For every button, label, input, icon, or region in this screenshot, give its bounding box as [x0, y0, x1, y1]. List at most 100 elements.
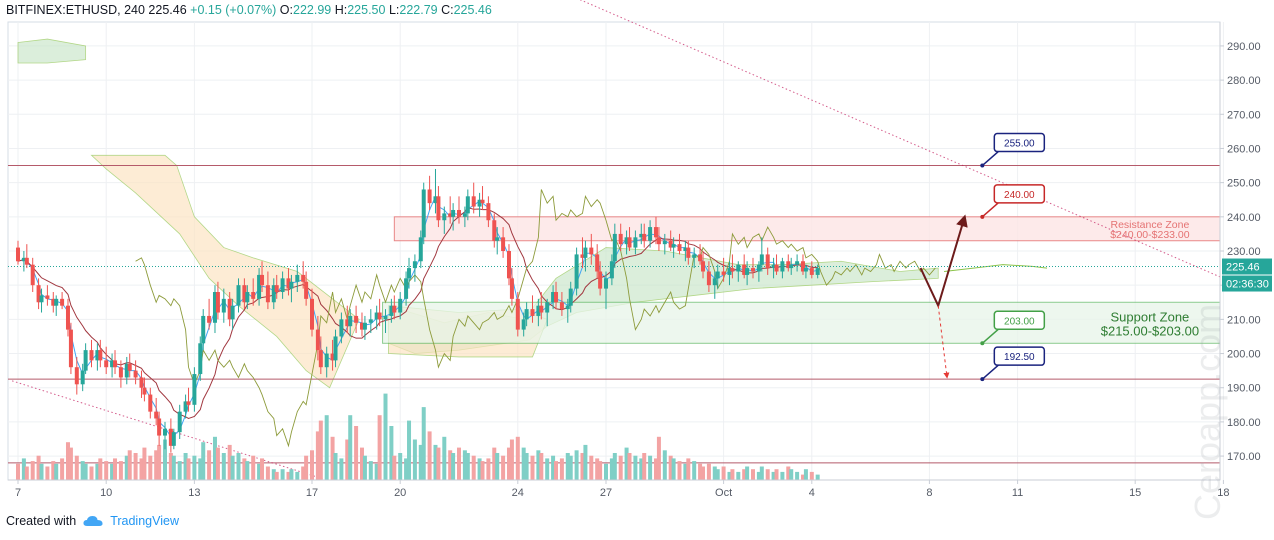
- volume-bar: [407, 420, 412, 480]
- candle-body: [54, 298, 59, 306]
- volume-bar: [192, 455, 197, 480]
- support-zone: [382, 301, 1221, 344]
- candle-body: [118, 367, 123, 378]
- time-tick-label: 27: [600, 487, 612, 499]
- volume-bar: [745, 466, 750, 480]
- candle-body: [589, 247, 594, 255]
- time-tick-label: 4: [809, 487, 815, 499]
- candle-body: [421, 189, 426, 238]
- volume-bar: [207, 450, 212, 480]
- candle-body: [345, 319, 350, 327]
- candle-body: [730, 268, 735, 272]
- volume-bar: [36, 455, 41, 480]
- volume-bar: [318, 420, 323, 480]
- time-tick-label: 15: [1129, 487, 1141, 499]
- candle-body: [45, 295, 50, 299]
- volume-bar: [339, 458, 344, 480]
- volume-bar: [257, 463, 262, 480]
- candle-body: [39, 295, 44, 303]
- candle-body: [662, 240, 667, 245]
- volume-bar: [609, 458, 614, 480]
- candle-body: [148, 394, 153, 412]
- low-value: 222.79: [399, 3, 438, 17]
- candle-body: [815, 268, 820, 275]
- candle-body: [212, 292, 217, 323]
- time-tick-label: 13: [188, 487, 200, 499]
- symbol: BITFINEX:ETHUSD, 240: [6, 3, 145, 17]
- candle-body: [580, 254, 585, 258]
- volume-bar: [154, 450, 159, 480]
- candle-body: [257, 274, 262, 299]
- candle-body: [183, 401, 188, 412]
- volume-bar: [668, 455, 673, 480]
- volume-bar: [765, 469, 770, 480]
- volume-bar: [612, 453, 617, 480]
- candle-body: [186, 401, 191, 405]
- volume-bar: [24, 466, 29, 480]
- volume-bar: [133, 453, 138, 480]
- volume-bar: [677, 461, 682, 480]
- candle-body: [286, 278, 291, 289]
- candle-body: [74, 367, 79, 385]
- volume-bar: [706, 463, 711, 480]
- time-tick-label: 24: [512, 487, 524, 499]
- callout-anchor: [980, 377, 985, 382]
- callout-box: [993, 184, 1046, 204]
- cloud-segment: [17, 38, 87, 64]
- volume-bar: [274, 471, 279, 480]
- volume-bar: [530, 455, 535, 480]
- volume-bar: [515, 436, 520, 480]
- candle-body: [412, 261, 417, 269]
- support-zone-range: $215.00-$203.00: [1101, 323, 1199, 338]
- candle-body: [653, 227, 658, 238]
- volume-bar: [583, 444, 588, 480]
- volume-bar: [554, 461, 559, 480]
- candle-body: [168, 428, 173, 446]
- volume-bar: [83, 463, 88, 480]
- high-value: 225.50: [347, 3, 386, 17]
- price-tick-label: 190.00: [1227, 383, 1261, 395]
- price-tick-label: 290.00: [1227, 41, 1261, 53]
- price-tick-label: 280.00: [1227, 75, 1261, 87]
- candle-body: [565, 305, 570, 310]
- candle-body: [301, 274, 306, 282]
- volume-bar: [780, 471, 785, 480]
- time-tick-label: 8: [926, 487, 932, 499]
- candle-body: [16, 247, 20, 262]
- candle-body: [745, 268, 750, 275]
- candle-body: [139, 377, 144, 388]
- axes: 170.00180.00190.00200.00210.00220.00230.…: [8, 22, 1272, 520]
- candle-body: [539, 305, 544, 313]
- base-line: [17, 207, 818, 420]
- candle-body: [677, 244, 682, 251]
- candle-body: [448, 213, 453, 217]
- candle-body: [242, 285, 247, 303]
- callout-pointer: [981, 202, 999, 218]
- candle-body: [759, 254, 764, 265]
- volume-bar: [142, 447, 147, 480]
- candle-body: [595, 254, 600, 272]
- time-tick-label: 18: [1217, 487, 1229, 499]
- created-with-label: Created with: [6, 514, 77, 528]
- candle-body: [310, 298, 314, 330]
- countdown-badge: [1222, 275, 1272, 292]
- open-value: 222.99: [293, 3, 332, 17]
- candle-body: [515, 298, 520, 330]
- candle-body: [171, 432, 176, 446]
- volume-bar: [436, 447, 441, 480]
- close-value: 225.46: [453, 3, 492, 17]
- candle-body: [392, 305, 397, 313]
- callout-label: 255.00: [1004, 139, 1035, 150]
- volume-bar: [330, 436, 335, 480]
- callout-pointer: [981, 364, 999, 380]
- volume-bar: [809, 471, 814, 480]
- candle-body: [359, 322, 364, 330]
- tradingview-link[interactable]: TradingView: [110, 514, 179, 528]
- low-label: L:: [388, 3, 400, 17]
- candle-body: [80, 370, 85, 385]
- callout-anchor: [980, 341, 985, 346]
- candle-body: [771, 264, 776, 269]
- last-price-badge: [1222, 258, 1272, 275]
- candle-body: [230, 305, 235, 320]
